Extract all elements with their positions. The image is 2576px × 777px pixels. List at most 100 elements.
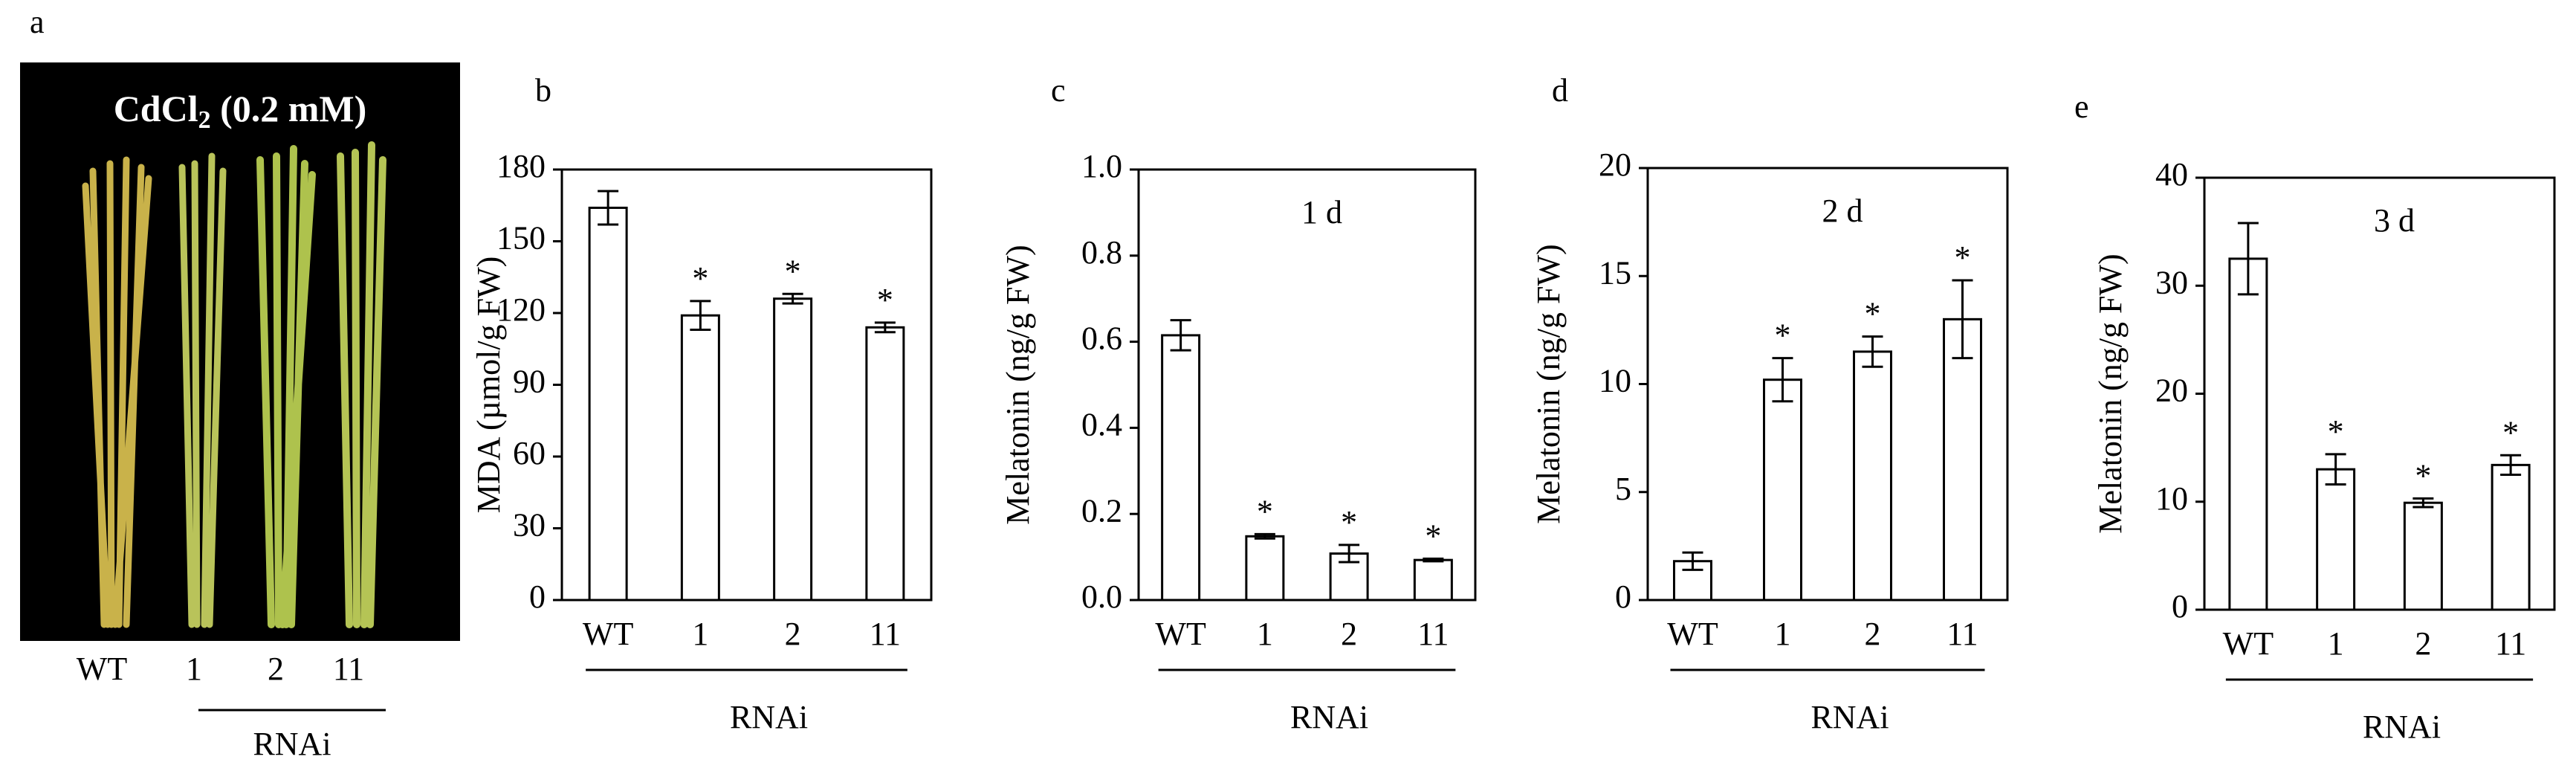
- rnai11-stalks: [337, 141, 386, 628]
- y-tick-label: 20: [2155, 373, 2188, 409]
- plot-frame: [560, 168, 933, 602]
- y-tick-label: 0.2: [1081, 492, 1122, 529]
- bar: [865, 326, 905, 602]
- x-tick-label: 2: [2415, 625, 2431, 662]
- annotation: 1 d: [1301, 194, 1342, 230]
- significance-marker: *: [1425, 518, 1441, 555]
- bar: [2403, 501, 2443, 611]
- x-tick-label: 2: [785, 616, 801, 652]
- y-axis-label: MDA (µmol/g FW): [470, 257, 507, 514]
- bar: [1245, 535, 1285, 602]
- bar: [1943, 317, 1982, 602]
- y-tick-label: 0.4: [1081, 406, 1122, 442]
- plot-frame: [2203, 176, 2556, 611]
- x-tick-label: 2: [1865, 616, 1881, 652]
- significance-marker: *: [1341, 504, 1357, 541]
- x-tick-label: 1: [1257, 616, 1273, 652]
- y-tick-label: 0.0: [1081, 578, 1122, 615]
- y-tick-label: 60: [513, 435, 546, 471]
- x-tick-label: 1: [1775, 616, 1791, 652]
- y-axis-label: Melatonin (ng/g FW): [2092, 254, 2129, 533]
- bar: [1853, 350, 1892, 602]
- y-axis-label: Melatonin (ng/g FW): [1530, 244, 1567, 523]
- x-tick-label: WT: [583, 616, 634, 652]
- category-label: 11: [333, 651, 364, 687]
- plants: [82, 141, 386, 628]
- significance-marker: *: [877, 282, 893, 318]
- y-tick-label: 10: [1599, 363, 1631, 399]
- bar: [1413, 558, 1453, 602]
- bar: [1763, 378, 1802, 602]
- wt-stalks: [82, 156, 152, 628]
- annotation: 3 d: [2374, 202, 2415, 239]
- y-tick-label: 30: [2155, 264, 2188, 300]
- rnai1-stalks: [178, 152, 227, 628]
- x-tick-label: 11: [2495, 625, 2526, 662]
- bar: [588, 206, 628, 602]
- category-label: WT: [77, 651, 128, 687]
- group-label: RNAi: [1290, 699, 1368, 735]
- panel-label: a: [30, 4, 45, 40]
- x-tick-label: 11: [1417, 616, 1449, 652]
- bar: [2228, 257, 2268, 611]
- y-tick-label: 40: [2155, 156, 2188, 193]
- significance-marker: *: [2328, 413, 2344, 450]
- x-tick-label: 11: [870, 616, 901, 652]
- significance-marker: *: [2415, 457, 2431, 494]
- x-tick-label: WT: [1155, 616, 1206, 652]
- y-tick-label: 90: [513, 364, 546, 400]
- y-tick-label: 0.8: [1081, 234, 1122, 271]
- bar: [680, 314, 720, 602]
- significance-marker: *: [1257, 494, 1273, 530]
- x-tick-label: 11: [1946, 616, 1978, 652]
- bar: [773, 297, 813, 602]
- y-tick-label: 150: [496, 220, 546, 257]
- title-part: (0.2 mM): [211, 88, 367, 129]
- significance-marker: *: [692, 260, 708, 297]
- chart-panel: e Melatonin (ng/g FW) 3 d 0 10 20 30 40 WT * 1 * 2 * 1…: [2074, 88, 2556, 745]
- x-tick-label: 1: [2328, 625, 2344, 662]
- title-part: CdCl: [114, 88, 198, 129]
- y-tick-label: 0: [1615, 578, 1631, 615]
- significance-marker: *: [785, 253, 801, 289]
- panel-label: d: [1552, 72, 1568, 109]
- chart-panel: c Melatonin (ng/g FW) 1 d 0.0 0.2 0.4 0.6 0.8 1.…: [1000, 72, 1477, 735]
- plot-frame: [1646, 167, 2009, 602]
- chart-panel: b MDA (µmol/g FW) 0 30 60 90 120 150 180 WT * 1 * 2 * 1…: [470, 72, 933, 735]
- y-tick-label: 20: [1599, 146, 1631, 183]
- significance-marker: *: [1775, 317, 1791, 354]
- y-tick-label: 30: [513, 507, 546, 544]
- y-tick-label: 0: [2172, 588, 2188, 625]
- y-axis-label: Melatonin (ng/g FW): [1000, 245, 1036, 524]
- y-tick-label: 1.0: [1081, 148, 1122, 184]
- title-subscript: 2: [198, 106, 211, 134]
- annotation: 2 d: [1822, 193, 1863, 229]
- photo: [20, 62, 460, 641]
- group-label: RNAi: [730, 699, 808, 735]
- significance-marker: *: [2502, 414, 2519, 451]
- group-label: RNAi: [1810, 699, 1889, 735]
- x-tick-label: 1: [692, 616, 708, 652]
- y-tick-label: 0: [529, 578, 546, 615]
- plot-frame: [1137, 168, 1477, 602]
- y-tick-label: 5: [1615, 471, 1631, 507]
- group-label: RNAi: [2363, 709, 2441, 745]
- panel-label: b: [535, 72, 551, 109]
- x-tick-label: WT: [2223, 625, 2274, 662]
- significance-marker: *: [1955, 239, 1971, 276]
- chart-panel: d Melatonin (ng/g FW) 2 d 0 5 10 15 20 WT * 1 * 2 * 11…: [1530, 72, 2009, 735]
- panel-label: e: [2074, 88, 2089, 125]
- y-tick-label: 0.6: [1081, 320, 1122, 357]
- category-label: 1: [186, 651, 202, 687]
- significance-marker: *: [1865, 296, 1881, 332]
- category-label: 2: [268, 651, 284, 687]
- bar: [2316, 468, 2356, 611]
- x-tick-label: 2: [1341, 616, 1357, 652]
- y-tick-label: 120: [496, 291, 546, 328]
- y-tick-label: 15: [1599, 254, 1631, 291]
- x-tick-label: WT: [1667, 616, 1718, 652]
- panel-a: a CdCl2 (0.2 mM) WT 1 2 11 RNAi: [20, 4, 460, 762]
- y-tick-label: 180: [496, 148, 546, 184]
- group-label: RNAi: [253, 726, 331, 762]
